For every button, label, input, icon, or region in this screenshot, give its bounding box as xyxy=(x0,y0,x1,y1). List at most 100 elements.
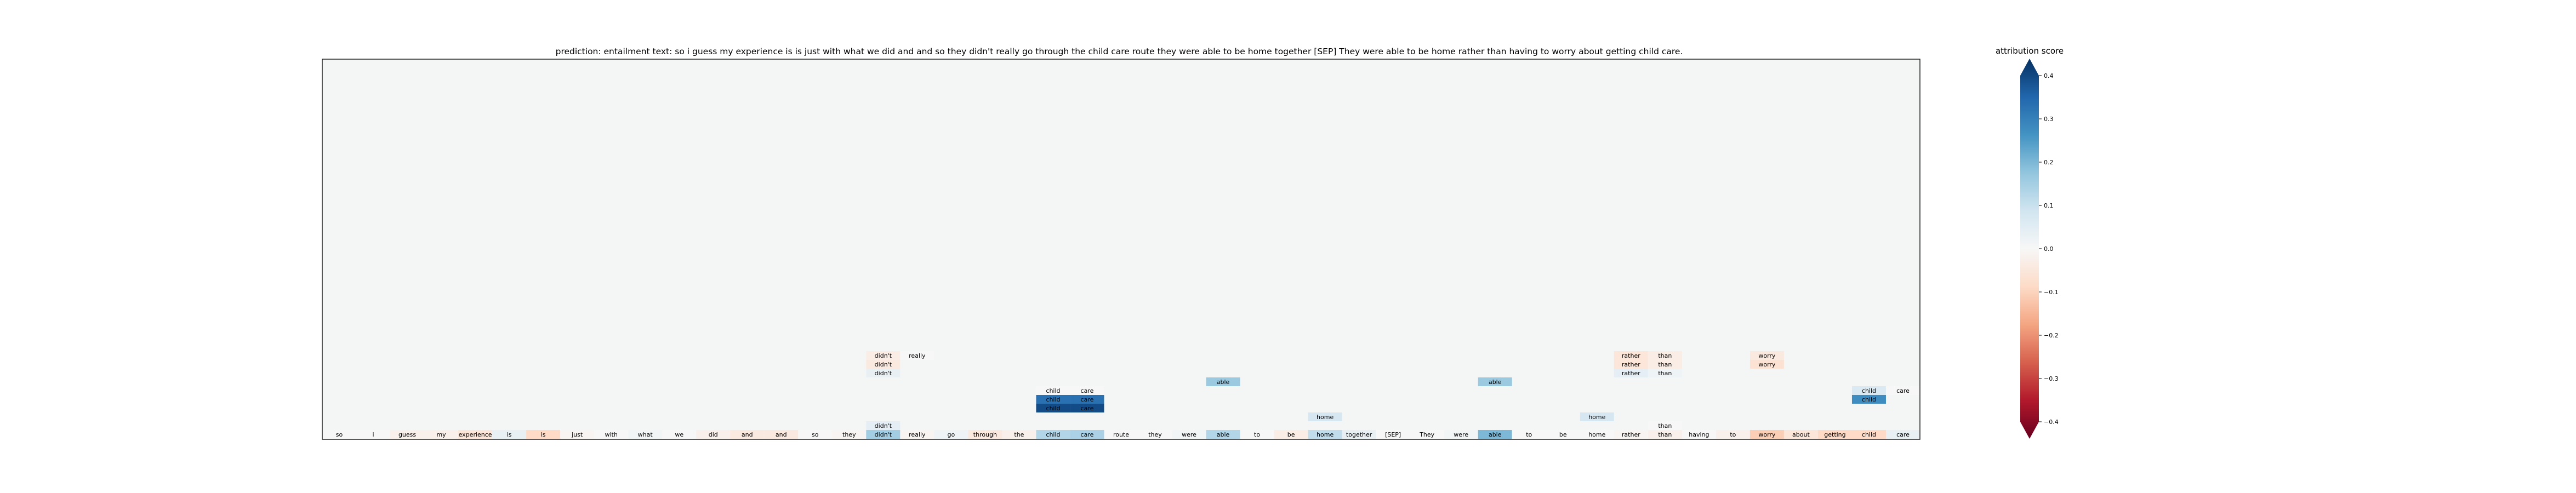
token-cell xyxy=(1104,430,1138,439)
token-label: go xyxy=(948,431,955,438)
token-label: is xyxy=(541,431,546,438)
token-cell xyxy=(1716,430,1750,439)
token-cell xyxy=(1206,430,1240,439)
attribution-cell-label: home xyxy=(1317,414,1333,421)
attribution-cell xyxy=(1308,412,1342,421)
token-label: my xyxy=(436,431,446,438)
attribution-cell xyxy=(1648,360,1682,369)
attribution-cell xyxy=(1648,369,1682,377)
attribution-cell xyxy=(1885,386,1920,395)
token-cell xyxy=(1138,430,1172,439)
token-label: were xyxy=(1182,431,1196,438)
token-label: just xyxy=(571,431,583,438)
token-label: really xyxy=(909,431,926,438)
attribution-cell-label: child xyxy=(1046,396,1060,403)
colorbar-label: attribution score xyxy=(1996,46,2064,56)
attribution-cell-label: able xyxy=(1489,379,1502,386)
token-cell xyxy=(390,430,425,439)
token-label: child xyxy=(1862,431,1876,438)
attribution-cell xyxy=(1851,395,1886,404)
token-label: [SEP] xyxy=(1385,431,1401,438)
token-label: to xyxy=(1730,431,1736,438)
colorbar-ticks: 0.4 0.3 0.2 0.1 0.0 −0.1 −0.2 −0.3 −0.4 xyxy=(2039,72,2059,426)
token-label: they xyxy=(1148,431,1162,438)
token-label: together xyxy=(1346,431,1372,438)
token-cell xyxy=(1308,430,1342,439)
token-row: so i guess my experience is is just with what we di… xyxy=(322,430,1920,439)
attribution-cell xyxy=(1648,421,1682,430)
token-label: guess xyxy=(398,431,416,438)
attribution-cell-label: care xyxy=(1081,387,1094,394)
colorbar-tick-label: 0.3 xyxy=(2044,116,2054,123)
attribution-cell xyxy=(1478,377,1512,386)
token-label: what xyxy=(638,431,653,438)
token-cell xyxy=(1749,430,1784,439)
colorbar-tick-label: 0.4 xyxy=(2044,72,2054,79)
token-label: so xyxy=(812,431,819,438)
token-cell xyxy=(1172,430,1206,439)
token-label: the xyxy=(1014,431,1024,438)
token-label: i xyxy=(373,431,374,438)
attribution-cell xyxy=(866,351,901,360)
token-cell xyxy=(696,430,731,439)
token-label: through xyxy=(973,431,997,438)
token-cell xyxy=(628,430,663,439)
token-label: with xyxy=(605,431,618,438)
token-cell xyxy=(322,430,357,439)
token-cell xyxy=(1410,430,1444,439)
token-label: home xyxy=(1588,431,1605,438)
attribution-cell xyxy=(900,351,934,360)
token-label: about xyxy=(1792,431,1810,438)
attribution-cell xyxy=(1070,404,1104,412)
attribution-cell-label: child xyxy=(1862,387,1876,394)
token-cell xyxy=(560,430,595,439)
colorbar-gradient xyxy=(2020,59,2039,439)
token-label: were xyxy=(1454,431,1468,438)
attribution-cell xyxy=(1036,404,1070,412)
attribution-cell-label: child xyxy=(1046,387,1060,394)
heatmap-plot-area: didn't really didn't didn't rather than rather… xyxy=(322,59,1920,440)
token-label: home xyxy=(1317,431,1333,438)
attribution-cell xyxy=(1036,395,1070,404)
token-cell xyxy=(1002,430,1036,439)
colorbar-tick-label: −0.4 xyxy=(2044,419,2059,426)
attribution-cell xyxy=(1036,386,1070,395)
token-cell xyxy=(900,430,934,439)
token-label: rather xyxy=(1622,431,1640,438)
colorbar-tick-label: −0.1 xyxy=(2044,289,2059,296)
token-cell xyxy=(1274,430,1308,439)
token-label: they xyxy=(842,431,856,438)
token-cell xyxy=(1240,430,1274,439)
token-cell xyxy=(1580,430,1614,439)
attribution-cell-label: able xyxy=(1217,379,1230,386)
attribution-cell-label: care xyxy=(1081,405,1094,412)
attribution-cell-label: child xyxy=(1046,405,1060,412)
colorbar-tick-label: −0.2 xyxy=(2044,332,2059,339)
attribution-cell-label: didn't xyxy=(875,361,892,368)
attribution-cell xyxy=(1614,369,1648,377)
colorbar-tick-label: −0.3 xyxy=(2044,375,2059,382)
token-label: and xyxy=(742,431,753,438)
attribution-cell-label: rather xyxy=(1622,361,1640,368)
token-label: to xyxy=(1254,431,1260,438)
token-cell xyxy=(1376,430,1410,439)
token-label: we xyxy=(675,431,683,438)
attribution-cell-label: didn't xyxy=(875,352,892,359)
attribution-cell-label: than xyxy=(1658,422,1672,429)
token-label: child xyxy=(1046,431,1060,438)
attribution-cell-label: care xyxy=(1081,396,1094,403)
token-label: getting xyxy=(1824,431,1845,438)
attribution-cell-label: really xyxy=(909,352,926,359)
token-label: They xyxy=(1419,431,1434,438)
token-cell xyxy=(832,430,867,439)
token-label: to xyxy=(1526,431,1532,438)
token-cell xyxy=(458,430,493,439)
token-cell xyxy=(356,430,391,439)
attribution-cell xyxy=(1070,395,1104,404)
token-cell xyxy=(1648,430,1682,439)
colorbar-tick-label: 0.1 xyxy=(2044,202,2054,209)
attribution-cell xyxy=(866,369,901,377)
attribution-cell-label: worry xyxy=(1758,352,1776,359)
token-label: than xyxy=(1658,431,1672,438)
attribution-cell xyxy=(1580,412,1614,421)
